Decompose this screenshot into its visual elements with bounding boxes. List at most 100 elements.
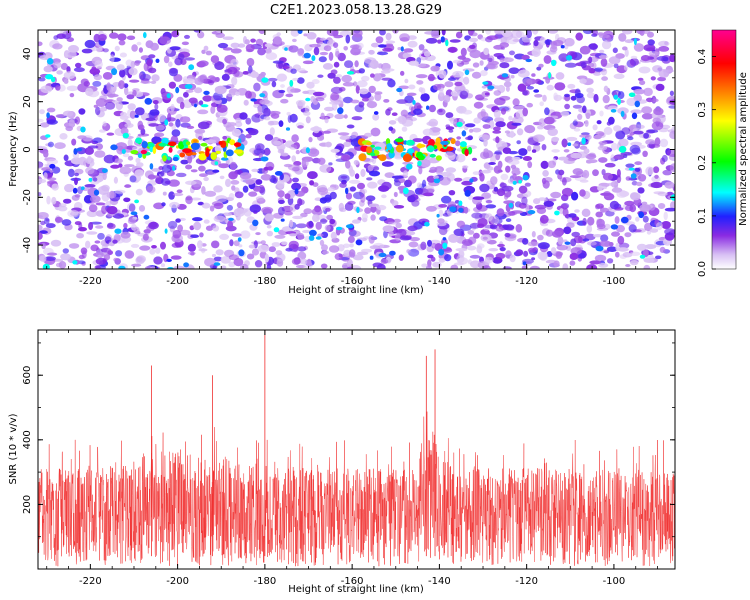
x-tick-label: -220 [79, 276, 102, 287]
spectrogram-blob [267, 120, 275, 126]
spectrogram-blob [192, 217, 203, 222]
spectrogram-blob [403, 114, 413, 118]
spectrogram-blob [371, 156, 377, 165]
spectrogram-blob [88, 222, 94, 230]
spectrogram-blob [624, 39, 634, 44]
spectrogram-blob [546, 84, 554, 91]
spectrogram-blob [427, 239, 432, 247]
spectrogram-blob [199, 173, 208, 178]
spectrogram-blob [342, 243, 351, 249]
spectrogram-blob [55, 114, 65, 118]
spectrogram-blob [420, 93, 430, 102]
spectrogram-blob [204, 190, 217, 197]
signal-blob [416, 144, 426, 148]
spectrogram-blob [220, 256, 231, 264]
spectrogram-speckle [442, 242, 448, 249]
spectrogram-blob [180, 159, 189, 165]
spectrogram-blob [539, 36, 547, 46]
spectrogram-blob [324, 194, 332, 203]
spectrogram-blob [250, 71, 259, 78]
spectrogram-blob [333, 76, 341, 84]
spectrogram-blob [398, 254, 404, 261]
spectrogram-blob [148, 221, 159, 230]
spectrogram-blob [617, 247, 629, 252]
spectrogram-blob [199, 232, 204, 238]
spectrogram-blob [286, 111, 291, 116]
spectrogram-blob [230, 58, 239, 66]
spectrogram-blob [454, 81, 463, 87]
spectrogram-blob [579, 252, 586, 259]
spectrogram-blob [342, 82, 355, 87]
spectrogram-blob [51, 196, 57, 205]
signal-blob [137, 153, 143, 159]
spectrogram-blob [248, 244, 256, 249]
spectrogram-blob [115, 101, 124, 110]
spectrogram-blob [259, 99, 270, 105]
spectrogram-speckle [403, 187, 409, 195]
spectrogram-blob [278, 120, 284, 127]
spectrogram-blob [604, 162, 616, 168]
spectrogram-blob [308, 220, 314, 228]
spectrogram-blob [97, 232, 105, 240]
spectrogram-blob [664, 181, 675, 189]
y-tick-label: -20 [22, 189, 33, 205]
spectrogram-blob [267, 166, 274, 171]
spectrogram-blob [340, 154, 351, 162]
spectrogram-blob [433, 175, 439, 180]
spectrogram-blob [116, 64, 125, 71]
spectrogram-blob [585, 112, 591, 120]
spectrogram-blob [536, 66, 542, 71]
spectrogram-blob [335, 50, 340, 58]
spectrogram-blob [302, 159, 309, 168]
spectrogram-blob [448, 77, 456, 81]
spectrogram-blob [62, 110, 74, 117]
spectrogram-blob [624, 200, 635, 206]
spectrogram-blob [382, 47, 393, 52]
spectrogram-blob [499, 62, 510, 69]
spectrogram-blob [611, 142, 618, 151]
spectrogram-blob [367, 164, 374, 172]
spectrogram-blob [183, 57, 196, 61]
spectrogram-blob [523, 250, 529, 257]
spectrogram-blob [515, 249, 524, 256]
spectrogram-blob [231, 76, 238, 86]
spectrogram-blob [289, 233, 297, 237]
spectrogram-blob [297, 233, 305, 240]
spectrogram-blob [177, 53, 185, 61]
spectrogram-blob [115, 142, 128, 151]
spectrogram-blob [227, 122, 237, 127]
spectrogram-speckle [305, 147, 310, 154]
spectrogram-blob [418, 87, 424, 93]
spectrogram-blob [579, 45, 591, 55]
spectrogram-blob [187, 155, 193, 164]
spectrogram-blob [505, 165, 511, 173]
spectrogram-speckle [373, 111, 379, 115]
spectrogram-blob [205, 225, 214, 231]
spectrogram-blob [92, 80, 102, 87]
spectrogram-blob [540, 222, 549, 227]
spectrogram-blob [238, 244, 243, 248]
spectrogram-blob [664, 207, 675, 212]
spectrogram-blob [123, 197, 131, 203]
spectrogram-blob [450, 264, 459, 269]
spectrogram-blob [599, 110, 604, 117]
spectrogram-blob [95, 98, 108, 107]
signal-blob [162, 155, 167, 162]
spectrogram-blob [92, 177, 98, 182]
spectrogram-blob [547, 198, 557, 202]
spectrogram-blob [467, 230, 475, 235]
signal-blob [370, 144, 375, 148]
spectrogram-blob [522, 90, 528, 96]
spectrogram-blob [95, 143, 104, 151]
spectrogram-blob [468, 37, 479, 43]
spectrogram-blob [39, 55, 51, 61]
spectrogram-blob [601, 40, 612, 50]
spectrogram-blob [235, 91, 240, 96]
spectrogram-blob [439, 89, 444, 97]
spectrogram-blob [370, 127, 381, 137]
spectrogram-blob [522, 238, 529, 245]
spectrogram-blob [211, 240, 220, 249]
spectrogram-blob [46, 195, 51, 205]
spectrogram-blob [181, 41, 189, 46]
spectrogram-blob [99, 106, 108, 112]
